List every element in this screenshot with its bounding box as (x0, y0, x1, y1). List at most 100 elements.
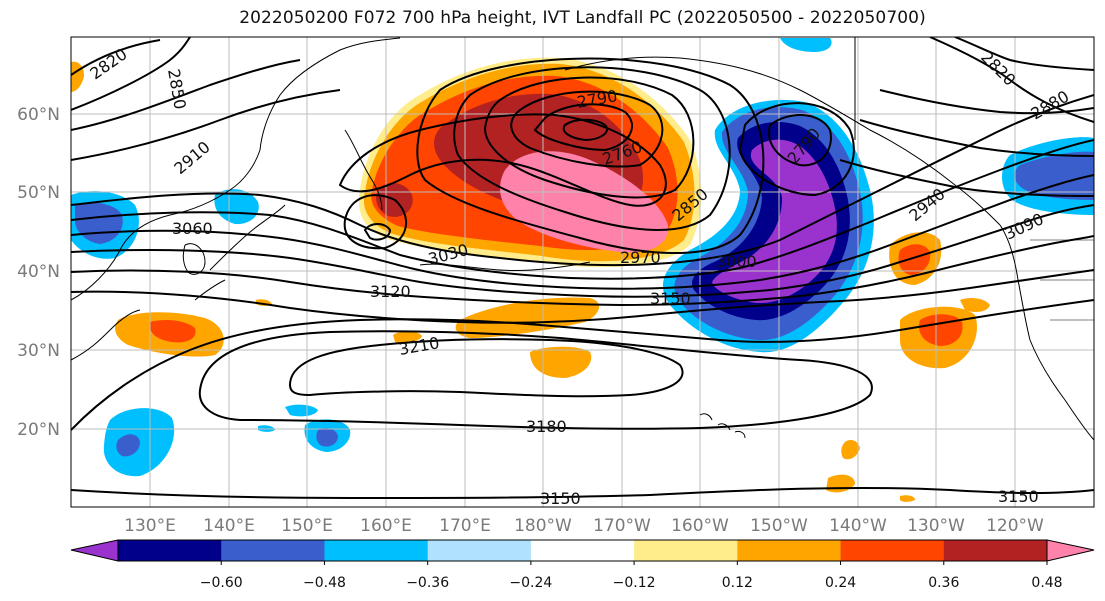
asia-coast (71, 37, 401, 301)
ivt-negative-south-1-core (116, 434, 140, 457)
contour-2820-nw (71, 39, 161, 76)
colorbar-tick-label: 0.36 (928, 575, 959, 591)
lat-label: 20°N (17, 420, 60, 440)
ivt-positive-east-3 (960, 297, 990, 313)
lon-label: 120°W (986, 516, 1044, 536)
china-coast (71, 309, 141, 361)
contour-2850-ne (929, 37, 1094, 123)
colorbar-frame (117, 539, 1048, 562)
lon-label: 130°E (124, 516, 176, 536)
contour-label: 3000 (716, 252, 757, 271)
lon-label: 180°W (514, 516, 572, 536)
colorbar-tick-label: −0.24 (509, 575, 552, 591)
height-contours (71, 37, 1094, 500)
contour-2760-center (562, 118, 608, 142)
ivt-negative-south-2-core (316, 428, 338, 447)
us-states (1030, 239, 1094, 321)
map-frame (70, 36, 1095, 508)
lat-label: 50°N (17, 183, 60, 203)
contour-label: 2970 (620, 248, 661, 267)
contour-3180-outer (71, 299, 1094, 431)
alaska-coast (564, 56, 1001, 226)
lat-label: 30°N (17, 341, 60, 361)
colorbar-segment (324, 540, 429, 561)
ivt-positive-mid-2 (530, 346, 592, 378)
north-america-coast (999, 224, 1094, 441)
contour-2820-east (738, 102, 855, 197)
ivt-negative-ne (780, 38, 832, 52)
contour-2940-low (338, 113, 667, 207)
colorbar-segment (530, 540, 635, 561)
contour-2820-center (510, 90, 664, 168)
contour-2970-low-west (343, 194, 408, 250)
ivt-positive-mid-3 (393, 331, 422, 343)
contour-2940-ne (839, 159, 1094, 197)
figure-title: 2022050200 F072 700 hPa height, IVT Land… (239, 8, 926, 28)
contour-2910-ne (859, 119, 1094, 157)
contour-label: 3150 (998, 487, 1039, 506)
lon-label: 150°W (750, 516, 808, 536)
lon-label: 170°E (439, 516, 491, 536)
colorbar-segment (737, 540, 842, 561)
contour-2820-ne (954, 37, 1094, 71)
colorbar-tick-label: −0.60 (200, 575, 243, 591)
contour-2880-center (453, 66, 731, 231)
latitude-labels: 60°N 50°N 40°N 30°N 20°N (17, 105, 60, 440)
lat-label: 40°N (17, 262, 60, 282)
colorbar-tick-label: 0.12 (722, 575, 753, 591)
contour-3150-mid (71, 269, 1094, 324)
colorbar-segments (118, 540, 1048, 561)
contour-label: 3060 (172, 219, 213, 238)
coastlines (71, 37, 1094, 441)
ivt-positive-tiny-3 (900, 495, 915, 502)
contour-label: 3180 (526, 417, 567, 436)
japan-coast (194, 204, 286, 301)
colorbar-segment (118, 540, 222, 561)
contour-label: 3150 (650, 289, 691, 308)
contour-3090 (71, 204, 1094, 298)
colorbar-tick-label: −0.48 (303, 575, 346, 591)
lon-label: 160°W (671, 516, 729, 536)
contour-2910 (71, 89, 341, 161)
ivt-negative-core (712, 139, 837, 304)
lon-label: 140°E (203, 516, 255, 536)
lon-label: 150°E (281, 516, 333, 536)
contour-label: 3120 (370, 282, 411, 301)
ivt-negative-south-3 (285, 404, 318, 417)
ivt-positive-east-1-red (898, 244, 931, 275)
colorbar-tick-label: −0.36 (406, 575, 449, 591)
contour-low-west (363, 223, 392, 241)
lon-label: 130°W (907, 516, 965, 536)
lon-label: 170°W (593, 516, 651, 536)
contour-2910-center (416, 57, 765, 254)
colorbar-segment (840, 540, 945, 561)
contour-2880-ne (879, 89, 1094, 115)
lon-label: 140°W (829, 516, 887, 536)
contour-3180-inner (198, 330, 873, 430)
ivt-positive-mid-1 (455, 297, 600, 338)
contour-3060 (71, 174, 1094, 290)
colorbar-segment (634, 540, 738, 561)
contour-2880 (71, 59, 301, 131)
hawaii-islands (699, 413, 746, 439)
ivt-positive-tiny-1 (841, 440, 860, 460)
lat-label: 60°N (17, 105, 60, 125)
colorbar-segment (943, 540, 1048, 561)
longitude-labels: 130°E 140°E 150°E 160°E 170°E 180°W 170°… (124, 516, 1044, 536)
ivt-negative-west-coast-core (1014, 151, 1094, 200)
contour-3150-south (71, 486, 1094, 500)
colorbar-extend-high (1046, 539, 1095, 562)
contour-2790-east (768, 113, 832, 167)
colorbar-ticks: −0.60 −0.48 −0.36 −0.24 −0.12 0.12 0.24 0.36 0.4… (200, 561, 1063, 591)
lon-label: 160°E (360, 516, 412, 536)
colorbar-segment (427, 540, 532, 561)
ivt-positive-se-1-red (149, 320, 196, 343)
colorbar-tick-label: −0.12 (613, 575, 656, 591)
contour-3000 (71, 94, 1094, 267)
colorbar-segment (221, 540, 325, 561)
gridlines (71, 37, 1094, 507)
colorbar-extend-low (70, 539, 119, 562)
colorbar-tick-label: 0.24 (825, 575, 856, 591)
colorbar-tick-label: 0.48 (1031, 575, 1062, 591)
